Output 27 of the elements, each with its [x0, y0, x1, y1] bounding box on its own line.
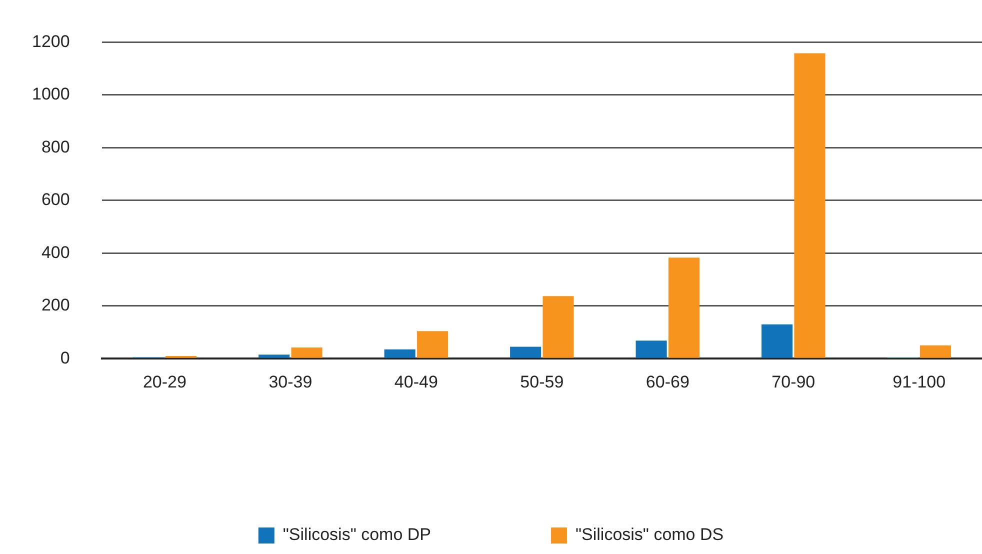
y-tick-label: 0 — [60, 348, 70, 368]
x-tick-label: 50-59 — [520, 372, 564, 392]
x-tick-label: 91-100 — [892, 372, 946, 392]
bar — [258, 354, 290, 358]
x-tick-label: 20-29 — [142, 372, 186, 392]
bar — [416, 331, 448, 358]
y-tick-label: 600 — [41, 190, 70, 210]
bar — [291, 348, 322, 358]
legend-label: "Silicosis" como DS — [576, 525, 724, 544]
x-tick-label: 30-39 — [268, 372, 312, 392]
bar — [636, 340, 667, 358]
x-tick-label: 60-69 — [646, 372, 690, 392]
y-tick-label: 1200 — [32, 32, 70, 51]
bar — [794, 53, 826, 358]
bar — [668, 258, 700, 358]
bar — [510, 346, 542, 358]
bar — [762, 324, 793, 358]
bar — [384, 349, 416, 358]
bar — [920, 345, 952, 358]
bar — [542, 296, 574, 358]
y-tick-label: 800 — [41, 137, 70, 156]
legend-label: "Silicosis" como DP — [282, 525, 432, 544]
y-tick-label: 200 — [41, 296, 70, 315]
x-tick-label: 40-49 — [394, 372, 438, 392]
x-tick-label: 70-90 — [772, 372, 816, 392]
y-tick-label: 400 — [41, 242, 70, 262]
y-tick-label: 1000 — [32, 84, 70, 104]
